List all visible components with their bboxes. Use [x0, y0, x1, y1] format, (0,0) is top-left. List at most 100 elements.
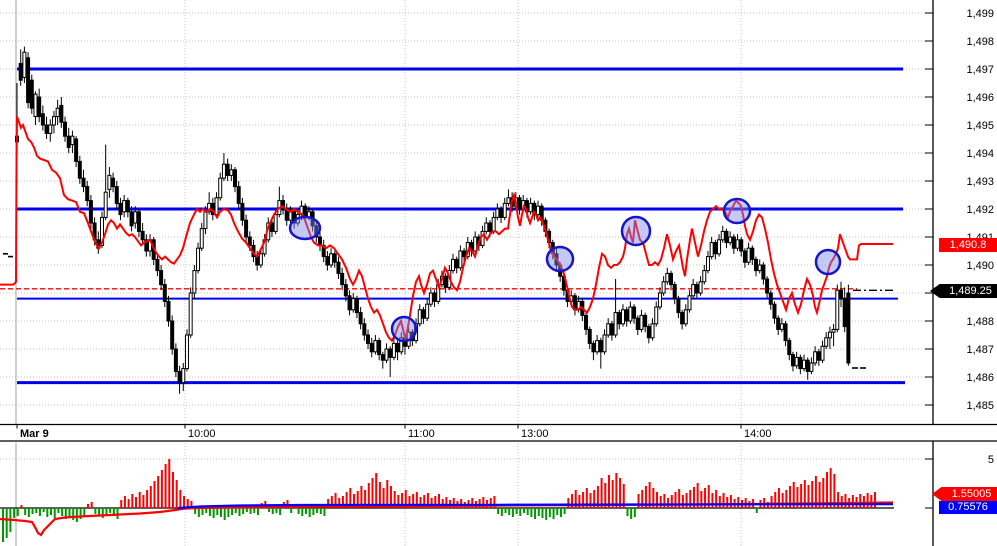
candlestick: [735, 239, 740, 249]
candlestick: [417, 309, 422, 325]
candlestick: [691, 284, 696, 297]
price-axis-label[interactable]: 1,499: [966, 8, 994, 20]
volume-bar-down: [64, 508, 67, 519]
signal-circle-annotation[interactable]: [722, 197, 752, 225]
candlestick: [661, 281, 666, 294]
candlestick: [754, 258, 758, 272]
volume-bar-down: [515, 508, 518, 514]
volume-bar-up: [382, 488, 385, 508]
volume-bar-down: [626, 508, 629, 516]
price-axis-label[interactable]: 1,497: [966, 64, 994, 76]
indicator-blue-value-badge: 0.75576: [939, 501, 997, 514]
volume-bar-down: [212, 508, 215, 518]
time-axis-label[interactable]: 14:00: [744, 428, 772, 440]
volume-bar-down: [231, 508, 234, 515]
candlestick: [639, 314, 644, 330]
indicator-scale-label[interactable]: 5: [988, 454, 994, 466]
volume-bar-down: [275, 508, 278, 513]
price-axis-label[interactable]: 1,490: [966, 260, 994, 272]
volume-bar-down: [297, 508, 300, 514]
volume-bar-up: [874, 492, 877, 508]
candlestick: [229, 169, 234, 176]
candlestick: [218, 177, 223, 199]
price-axis-label[interactable]: 1,496: [966, 92, 994, 104]
candlestick: [288, 211, 293, 221]
volume-bar-up: [582, 492, 585, 508]
volume-bar-up: [700, 491, 703, 508]
candlestick: [739, 239, 744, 252]
volume-bar-down: [497, 508, 500, 514]
price-axis-label[interactable]: 1,485: [966, 400, 994, 412]
volume-bar-up: [707, 485, 710, 508]
candlestick: [188, 292, 193, 336]
candlestick: [314, 225, 319, 238]
price-axis-label[interactable]: 1,488: [966, 316, 994, 328]
candlestick: [617, 312, 622, 325]
candlestick: [55, 107, 60, 118]
volume-bar-up: [622, 484, 625, 508]
volume-bar-up: [423, 495, 426, 508]
last-trade-dash: [860, 367, 866, 369]
price-axis-label[interactable]: 1,493: [966, 176, 994, 188]
volume-bar-up: [146, 490, 149, 508]
volume-bar-up: [127, 499, 130, 508]
volume-bar-up: [341, 496, 344, 508]
volume-bar-up: [715, 490, 718, 508]
volume-bar-up: [434, 496, 437, 508]
volume-bar-up: [770, 496, 773, 508]
candlestick: [783, 323, 788, 342]
volume-bar-up: [681, 495, 684, 508]
volume-bar-down: [61, 508, 64, 516]
candlestick: [173, 348, 178, 372]
price-axis-label[interactable]: 1,487: [966, 344, 994, 356]
candlestick: [159, 270, 164, 286]
signal-circle-annotation[interactable]: [620, 215, 652, 247]
volume-bar-down: [79, 508, 82, 519]
candlestick: [606, 323, 611, 336]
volume-bar-down: [2, 508, 4, 542]
candlestick: [632, 306, 637, 319]
volume-bar-up: [460, 499, 463, 508]
price-axis-label[interactable]: 1,494: [966, 148, 994, 160]
volume-bar-up: [596, 486, 599, 508]
volume-bar-up: [426, 493, 429, 508]
volume-bar-down: [38, 508, 41, 516]
volume-bar-down: [223, 508, 226, 520]
candlestick: [713, 242, 718, 255]
time-axis-label[interactable]: Mar 9: [20, 428, 49, 440]
candlestick: [395, 342, 400, 353]
candlestick: [99, 216, 104, 246]
volume-bar-up: [378, 482, 381, 508]
price-axis-label[interactable]: 1,486: [966, 372, 994, 384]
price-axis-label[interactable]: 1,495: [966, 120, 994, 132]
time-axis-label[interactable]: 13:00: [521, 428, 549, 440]
volume-bar-up: [689, 490, 692, 508]
candlestick: [709, 242, 714, 258]
signal-circle-annotation[interactable]: [390, 315, 418, 343]
candlestick: [244, 219, 249, 238]
candlestick: [802, 359, 807, 370]
volume-bar-up: [349, 488, 352, 508]
candlestick: [347, 295, 352, 311]
volume-bar-up: [692, 487, 695, 508]
time-axis-label[interactable]: 10:00: [188, 428, 216, 440]
volume-bar-up: [807, 485, 810, 508]
volume-bar-up: [138, 492, 141, 508]
volume-bar-down: [220, 508, 223, 517]
volume-bar-up: [408, 496, 411, 508]
signal-circle-annotation[interactable]: [545, 245, 575, 273]
candlestick: [495, 208, 500, 218]
price-axis-label[interactable]: 1,492: [966, 204, 994, 216]
volume-bar-up: [777, 488, 780, 508]
time-axis-label[interactable]: 11:00: [408, 428, 435, 440]
candlestick: [103, 191, 108, 218]
volume-bar-up: [774, 492, 777, 508]
price-axis-label[interactable]: 1,498: [966, 36, 994, 48]
signal-circle-annotation[interactable]: [814, 248, 842, 276]
signal-circle-annotation[interactable]: [288, 215, 322, 241]
volume-bar-down: [541, 508, 544, 518]
candlestick: [114, 186, 119, 204]
candlestick: [602, 334, 607, 353]
volume-bar-down: [98, 508, 101, 516]
